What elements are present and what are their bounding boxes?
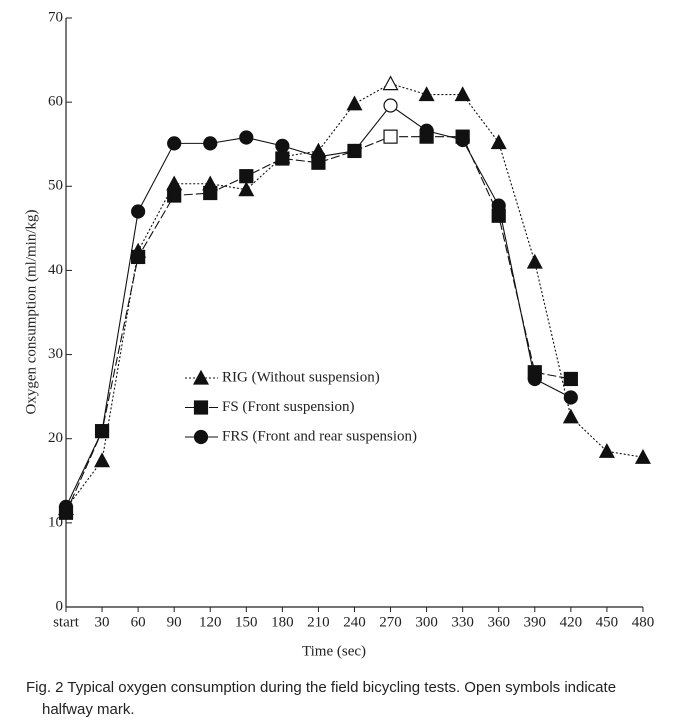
marker bbox=[598, 443, 615, 458]
marker bbox=[491, 198, 506, 213]
marker bbox=[167, 188, 182, 203]
marker bbox=[58, 499, 74, 514]
x-tick-label: start bbox=[53, 614, 80, 630]
marker bbox=[94, 424, 110, 439]
marker bbox=[419, 123, 434, 138]
marker bbox=[490, 134, 507, 150]
y-tick-label: 20 bbox=[48, 430, 63, 446]
x-tick-label: 120 bbox=[199, 614, 222, 630]
x-tick-label: 270 bbox=[379, 614, 402, 630]
legend-label: RIG (Without suspension) bbox=[222, 369, 380, 385]
marker bbox=[383, 98, 398, 113]
marker bbox=[454, 86, 471, 102]
legend-label: FS (Front suspension) bbox=[222, 399, 355, 415]
marker bbox=[563, 371, 578, 387]
marker bbox=[563, 390, 578, 405]
legend-marker bbox=[193, 400, 209, 415]
marker bbox=[131, 204, 146, 219]
marker bbox=[203, 136, 218, 151]
x-tick-label: 150 bbox=[235, 614, 258, 630]
series-line bbox=[65, 136, 571, 513]
x-tick-label: 30 bbox=[95, 614, 110, 630]
x-axis-label: Time (sec) bbox=[302, 643, 366, 659]
marker bbox=[347, 143, 362, 159]
x-tick-label: 180 bbox=[271, 614, 294, 630]
x-tick-label: 90 bbox=[167, 614, 182, 630]
x-tick-label: 240 bbox=[343, 614, 366, 630]
marker bbox=[131, 249, 146, 265]
marker bbox=[383, 129, 398, 144]
marker bbox=[526, 253, 543, 269]
marker bbox=[239, 169, 254, 184]
marker bbox=[238, 181, 255, 197]
y-tick-label: 60 bbox=[48, 94, 63, 110]
y-tick-label: 0 bbox=[56, 598, 64, 614]
x-tick-label: 480 bbox=[632, 614, 655, 630]
x-tick-label: 450 bbox=[596, 614, 619, 630]
marker bbox=[634, 448, 651, 464]
x-tick-label: 330 bbox=[451, 614, 474, 630]
marker bbox=[382, 75, 399, 91]
x-tick-label: 60 bbox=[131, 614, 146, 630]
y-tick-label: 50 bbox=[48, 178, 63, 194]
x-tick-label: 360 bbox=[487, 614, 510, 630]
marker bbox=[527, 371, 542, 387]
legend-label: FRS (Front and rear suspension) bbox=[222, 428, 417, 444]
marker bbox=[346, 95, 363, 111]
y-tick-label: 70 bbox=[48, 9, 63, 25]
marker bbox=[418, 86, 435, 102]
caption: Fig. 2 Typical oxygen consumption during… bbox=[26, 679, 617, 718]
legend-marker bbox=[193, 429, 209, 445]
y-axis-label: Oxygen consumption (ml/min/kg) bbox=[23, 210, 39, 415]
marker bbox=[562, 408, 579, 424]
chart: Time (sec) Oxygen consumption (ml/min/kg… bbox=[23, 9, 655, 659]
marker bbox=[455, 132, 470, 148]
x-tick-label: 390 bbox=[524, 614, 547, 630]
marker bbox=[311, 149, 326, 164]
marker bbox=[94, 452, 111, 468]
legend-marker bbox=[192, 369, 210, 385]
y-tick-label: 40 bbox=[48, 262, 63, 278]
x-tick-label: 300 bbox=[415, 614, 438, 630]
y-tick-label: 30 bbox=[48, 346, 63, 362]
marker bbox=[275, 151, 290, 166]
marker bbox=[167, 136, 182, 151]
marker bbox=[203, 185, 218, 201]
x-tick-label: 210 bbox=[307, 614, 330, 630]
marker bbox=[275, 138, 290, 153]
marker bbox=[239, 130, 254, 145]
x-tick-label: 420 bbox=[560, 614, 583, 630]
